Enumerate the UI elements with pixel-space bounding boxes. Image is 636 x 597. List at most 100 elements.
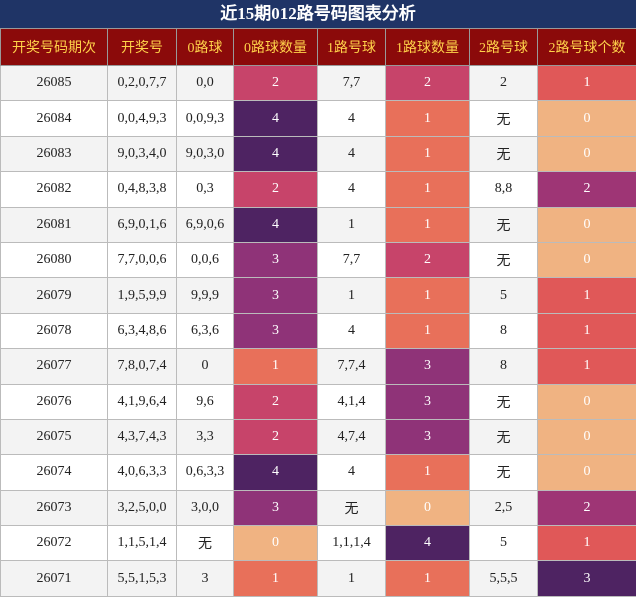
table-cell: 3: [386, 419, 470, 454]
table-cell: 1: [538, 349, 636, 384]
table-cell: 无: [470, 455, 538, 490]
table-cell: 26076: [1, 384, 108, 419]
table-cell: 3,0,0: [177, 490, 234, 525]
table-cell: 1: [386, 455, 470, 490]
table-cell: 1,1,1,4: [318, 526, 386, 561]
table-cell: 9,0,3,4,0: [108, 136, 177, 171]
table-cell: 1: [386, 313, 470, 348]
table-cell: 3: [538, 561, 636, 596]
column-header: 2路号球: [470, 29, 538, 66]
table-cell: 8: [470, 313, 538, 348]
title: 近15期012路号码图表分析: [0, 0, 636, 28]
table-cell: 无: [177, 526, 234, 561]
table-cell: 4,0,6,3,3: [108, 455, 177, 490]
table-cell: 0,4,8,3,8: [108, 172, 177, 207]
table-cell: 2: [234, 384, 318, 419]
table-cell: 5,5,5: [470, 561, 538, 596]
column-header: 2路号球个数: [538, 29, 636, 66]
column-header: 开奖号码期次: [1, 29, 108, 66]
table-cell: 0: [538, 242, 636, 277]
table-cell: 26083: [1, 136, 108, 171]
table-cell: 26082: [1, 172, 108, 207]
column-header: 开奖号: [108, 29, 177, 66]
table-cell: 1: [386, 101, 470, 136]
table-cell: 4,7,4: [318, 419, 386, 454]
table-cell: 9,0,3,0: [177, 136, 234, 171]
table-cell: 4: [234, 136, 318, 171]
table-cell: 2: [386, 242, 470, 277]
table-cell: 1: [538, 526, 636, 561]
table-cell: 0,6,3,3: [177, 455, 234, 490]
table-cell: 0,0,4,9,3: [108, 101, 177, 136]
table-cell: 1: [386, 278, 470, 313]
table-cell: 无: [318, 490, 386, 525]
table-cell: 2: [470, 66, 538, 101]
table-cell: 1: [234, 561, 318, 596]
table-cell: 9,6: [177, 384, 234, 419]
table-cell: 3: [234, 242, 318, 277]
table-cell: 3,2,5,0,0: [108, 490, 177, 525]
table-cell: 3: [234, 278, 318, 313]
table-cell: 6,3,6: [177, 313, 234, 348]
table-cell: 4: [318, 313, 386, 348]
table-cell: 4: [318, 101, 386, 136]
table-cell: 2: [234, 172, 318, 207]
table-cell: 0: [538, 207, 636, 242]
table-cell: 1: [318, 278, 386, 313]
table-cell: 4: [386, 526, 470, 561]
table-cell: 1: [538, 278, 636, 313]
table-cell: 0: [177, 349, 234, 384]
table-cell: 0,3: [177, 172, 234, 207]
table-cell: 2: [538, 490, 636, 525]
table-cell: 1: [318, 561, 386, 596]
table-cell: 26080: [1, 242, 108, 277]
table-cell: 5: [470, 526, 538, 561]
table-cell: 7,8,0,7,4: [108, 349, 177, 384]
table-cell: 26084: [1, 101, 108, 136]
table-cell: 4,1,4: [318, 384, 386, 419]
table-cell: 1: [538, 66, 636, 101]
table-cell: 26071: [1, 561, 108, 596]
table-cell: 4: [234, 101, 318, 136]
table-cell: 0: [538, 419, 636, 454]
table-cell: 1,9,5,9,9: [108, 278, 177, 313]
column-header: 1路号球: [318, 29, 386, 66]
table-cell: 3: [234, 490, 318, 525]
table-cell: 4: [318, 136, 386, 171]
column-header: 0路球数量: [234, 29, 318, 66]
table-cell: 7,7,0,0,6: [108, 242, 177, 277]
table-cell: 5,5,1,5,3: [108, 561, 177, 596]
table-cell: 0,0,9,3: [177, 101, 234, 136]
column-header: 1路球数量: [386, 29, 470, 66]
table-cell: 0: [538, 136, 636, 171]
table-cell: 26077: [1, 349, 108, 384]
table-cell: 26075: [1, 419, 108, 454]
table-cell: 1: [538, 313, 636, 348]
table-cell: 7,7: [318, 66, 386, 101]
table-cell: 7,7: [318, 242, 386, 277]
table-cell: 6,9,0,6: [177, 207, 234, 242]
table-cell: 2: [538, 172, 636, 207]
table-cell: 26073: [1, 490, 108, 525]
table-cell: 8: [470, 349, 538, 384]
table-cell: 3: [386, 349, 470, 384]
table-cell: 无: [470, 207, 538, 242]
table-cell: 5: [470, 278, 538, 313]
table-cell: 3: [177, 561, 234, 596]
table-cell: 4: [318, 172, 386, 207]
table-cell: 4: [234, 207, 318, 242]
table-cell: 0: [386, 490, 470, 525]
